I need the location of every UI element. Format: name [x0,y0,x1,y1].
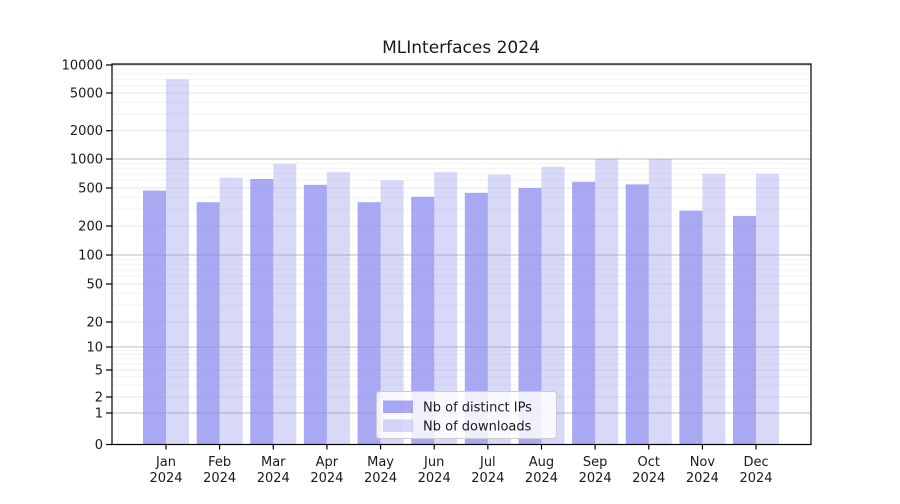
bar-distinct-ips [518,188,542,445]
y-tick-label: 200 [78,220,103,235]
y-tick-label: 20 [86,316,103,331]
y-tick-label: 10 [86,341,103,356]
bar-downloads [648,159,672,445]
x-tick-label: Nov 2024 [686,455,719,486]
bar-distinct-ips [733,215,757,445]
x-tick-label: Jul 2024 [471,455,504,486]
legend-label-downloads: Nb of downloads [423,420,532,435]
bar-downloads [380,180,404,445]
bar-distinct-ips [464,192,488,445]
x-tick-label: Mar 2024 [257,455,290,486]
bar-distinct-ips [250,179,274,445]
y-tick-label: 2 [95,391,103,406]
bar-downloads [219,177,243,445]
y-tick-label: 50 [86,278,103,293]
y-tick-label: 0 [95,438,103,453]
y-tick-label: 5000 [70,87,103,102]
bar-distinct-ips [357,202,381,445]
bar-distinct-ips [303,184,327,445]
bar-downloads [756,173,780,445]
bar-distinct-ips [143,190,166,445]
legend-label-distinct-ips: Nb of distinct IPs [423,401,532,416]
legend-swatch-distinct-ips [383,400,413,413]
bar-downloads [487,174,511,445]
y-tick-label: 1 [95,407,103,422]
x-tick-label: Dec 2024 [739,455,772,486]
chart-title: MLInterfaces 2024 [382,38,540,58]
legend-swatch-downloads [383,419,413,432]
bar-distinct-ips [196,202,220,445]
bar-downloads [273,163,297,445]
x-tick-label: Jun 2024 [418,455,451,486]
plot-border [111,63,812,446]
x-tick-label: Apr 2024 [310,455,343,486]
bar-downloads [541,166,565,445]
bar-downloads [326,172,350,445]
x-tick-label: Aug 2024 [525,455,558,486]
bar-downloads [595,158,619,445]
y-tick-label: 1000 [70,153,103,168]
y-tick-label: 500 [78,182,103,197]
bar-downloads [434,172,458,445]
y-tick-label: 10000 [62,59,103,74]
bar-downloads [166,79,189,445]
x-tick-label: Feb 2024 [203,455,236,486]
y-tick-label: 2000 [70,124,103,139]
bars-layer [143,79,780,445]
bar-distinct-ips [411,196,435,445]
legend-box [376,391,557,439]
x-tick-label: Jan 2024 [149,455,182,486]
legend: Nb of distinct IPs Nb of downloads [376,391,557,439]
y-tick-label: 5 [95,364,103,379]
bar-downloads [702,173,726,445]
x-tick-label: Sep 2024 [579,455,612,486]
x-tick-label: Oct 2024 [632,455,665,486]
bar-distinct-ips [572,181,596,445]
y-tick-label: 100 [78,249,103,264]
bar-distinct-ips [625,184,649,445]
bar-distinct-ips [679,210,703,445]
x-tick-label: May 2024 [364,455,397,486]
ticks-layer: Jan 2024 Feb 2024 Mar 2024 Apr 2024 May 2024 Jun 20… [62,59,773,487]
